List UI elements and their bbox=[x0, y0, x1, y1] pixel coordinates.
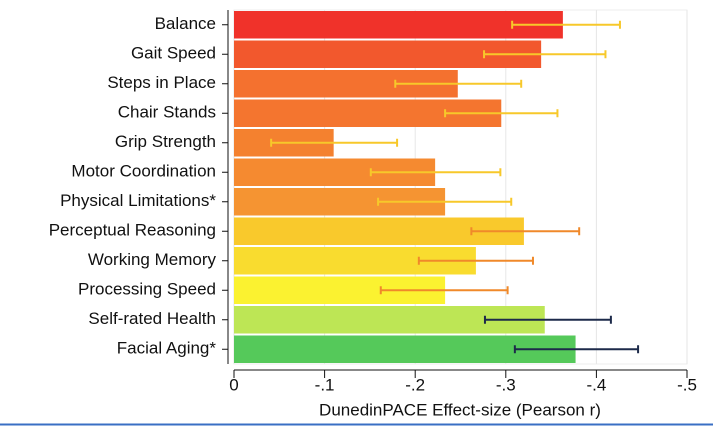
y-tick-label: Processing Speed bbox=[78, 280, 216, 299]
error-bar bbox=[483, 50, 607, 59]
x-tick-label: -.5 bbox=[677, 375, 697, 394]
y-tick-label: Motor Coordination bbox=[71, 162, 216, 181]
error-bar bbox=[511, 20, 621, 29]
y-tick-label: Facial Aging* bbox=[117, 339, 217, 358]
y-tick-label: Balance bbox=[155, 14, 216, 33]
error-bar bbox=[369, 168, 502, 177]
y-tick-label: Chair Stands bbox=[118, 103, 216, 122]
error-bar bbox=[270, 138, 399, 147]
y-tick-label: Self-rated Health bbox=[88, 309, 216, 328]
error-bar bbox=[417, 256, 534, 265]
x-tick-label: -.4 bbox=[586, 375, 606, 394]
y-tick-label: Steps in Place bbox=[107, 73, 216, 92]
error-bar bbox=[513, 345, 640, 354]
x-tick-label: -.1 bbox=[315, 375, 335, 394]
error-bar bbox=[394, 79, 523, 88]
x-tick-label: -.2 bbox=[405, 375, 425, 394]
y-tick-label: Gait Speed bbox=[131, 44, 216, 63]
error-bar bbox=[379, 286, 509, 295]
bar bbox=[234, 11, 563, 39]
x-tick-label: -.3 bbox=[496, 375, 516, 394]
error-bar bbox=[470, 227, 581, 236]
x-axis-title: DunedinPACE Effect-size (Pearson r) bbox=[319, 400, 601, 419]
y-tick-label: Physical Limitations* bbox=[60, 191, 216, 210]
y-tick-label: Working Memory bbox=[88, 250, 217, 269]
y-tick-label: Perceptual Reasoning bbox=[49, 221, 216, 240]
error-bar bbox=[377, 197, 513, 206]
x-tick-label: 0 bbox=[229, 375, 238, 394]
y-tick-label: Grip Strength bbox=[115, 132, 216, 151]
error-bar bbox=[444, 109, 559, 118]
error-bar bbox=[483, 315, 612, 324]
